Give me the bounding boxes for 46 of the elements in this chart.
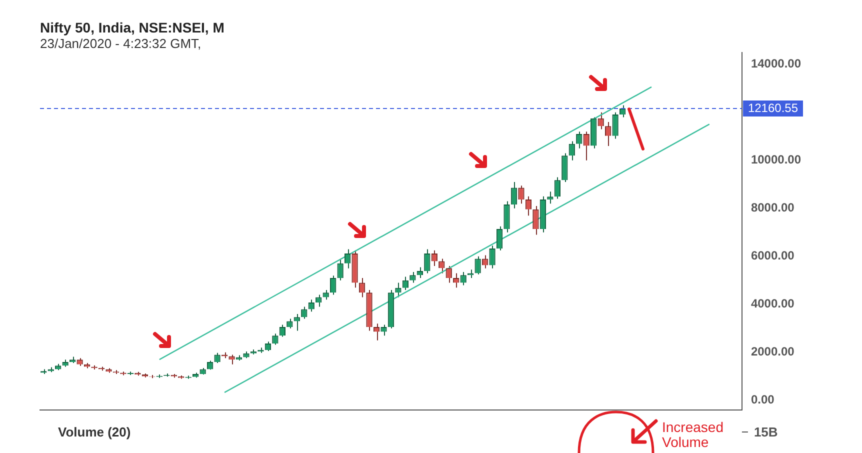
- candlestick: [489, 245, 496, 269]
- candlestick: [547, 191, 554, 204]
- text: 15B: [754, 424, 778, 440]
- chart-subtitle: 23/Jan/2020 - 4:23:32 GMT,: [40, 36, 202, 52]
- candlestick: [504, 200, 510, 233]
- candlestick: [474, 256, 481, 275]
- y-tick-label: 14000.00: [750, 56, 802, 71]
- candlestick: [214, 352, 220, 364]
- candlestick: [510, 182, 518, 209]
- candlestick: [568, 140, 575, 161]
- candlestick: [518, 185, 524, 204]
- candlestick: [604, 122, 612, 146]
- chart-title: Nifty 50, India, NSE:NSEI, M: [40, 19, 224, 36]
- text: Volume (20): [58, 424, 131, 440]
- candlestick: [358, 278, 366, 298]
- candlestick: [460, 272, 466, 286]
- candlestick: [562, 152, 568, 182]
- candlestick: [525, 196, 532, 216]
- candlestick: [496, 226, 503, 251]
- candlestick: [612, 112, 618, 140]
- candlestick: [554, 176, 560, 200]
- candlestick: [228, 354, 235, 365]
- candlestick: [316, 294, 322, 308]
- ref-line-label: 12160.55: [748, 100, 798, 115]
- candlestick: [416, 266, 423, 278]
- candlestick: [322, 290, 329, 300]
- y-tick-label: 10000.00: [750, 152, 802, 167]
- candlestick: [402, 276, 409, 290]
- candlestick: [583, 131, 590, 161]
- candlestick: [337, 260, 344, 281]
- candlestick: [294, 314, 300, 332]
- candlestick: [410, 272, 416, 284]
- y-tick-label: 0.00: [750, 392, 775, 407]
- candlestick: [424, 248, 430, 274]
- candlestick: [330, 275, 336, 296]
- candlestick: [438, 258, 445, 274]
- candlestick: [395, 282, 402, 298]
- y-tick-label: 2000.00: [750, 344, 795, 359]
- candlestick: [380, 324, 387, 336]
- y-tick-label: 8000.00: [750, 200, 795, 215]
- candlestick: [598, 112, 604, 130]
- candlestick: [286, 318, 293, 329]
- y-tick-label: 6000.00: [750, 248, 795, 263]
- candlestick: [532, 206, 539, 236]
- text: Increased Volume: [662, 418, 724, 450]
- y-tick-label: 4000.00: [750, 296, 795, 311]
